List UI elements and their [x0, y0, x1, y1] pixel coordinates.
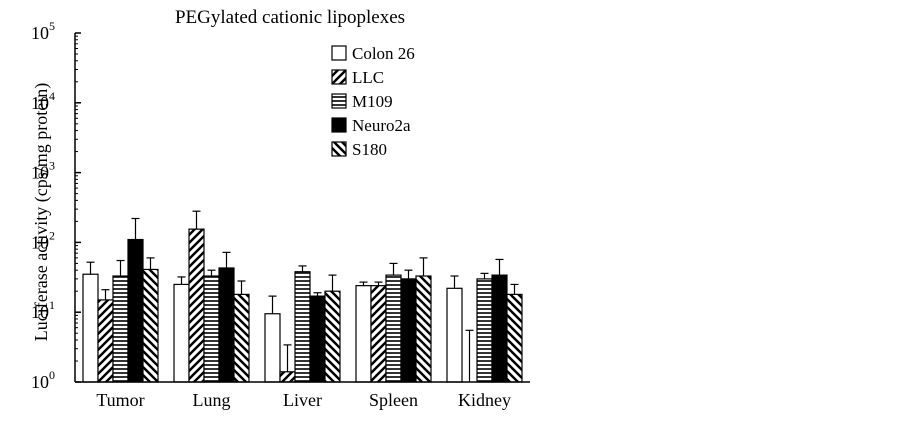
legend-swatch [331, 69, 347, 85]
category-labels: Tumor Lung Liver Spleen Kidney [96, 390, 511, 410]
y-tick-exponent: 3 [49, 159, 55, 173]
y-tick-label: 100 [31, 368, 55, 392]
bar-open [264, 313, 281, 383]
legend-swatch [331, 93, 347, 109]
bar-backdiagonal [142, 268, 159, 383]
x-tick-label: Liver [283, 390, 322, 410]
y-tick-base: 10 [31, 302, 49, 322]
bar-open [355, 285, 372, 383]
bar-horizontal [385, 274, 402, 383]
y-tick-exponent: 2 [49, 228, 55, 242]
y-tick-label: 102 [31, 228, 55, 252]
bar-solid [491, 274, 508, 383]
legend-swatch [331, 141, 347, 157]
bar-backdiagonal [233, 293, 250, 383]
y-axis-label: Luciferase activity (cps/mg protein) [31, 83, 52, 341]
x-tick-label: Tumor [96, 390, 144, 410]
bar-open [446, 287, 463, 383]
bar-horizontal [203, 275, 220, 383]
legend: Colon 26 LLC M109 Neuro2a S180 [331, 44, 415, 159]
legend-label: M109 [352, 92, 393, 111]
y-tick-exponent: 5 [49, 19, 55, 33]
bar-diagonal [188, 228, 205, 383]
y-tick-exponent: 4 [49, 89, 55, 103]
y-tick-label: 104 [31, 89, 55, 113]
bar-solid [400, 278, 417, 383]
bar-horizontal [294, 271, 311, 383]
legend-label: LLC [352, 68, 384, 87]
bar-solid [127, 238, 144, 383]
bar-backdiagonal [415, 275, 432, 383]
bar-horizontal [476, 278, 493, 383]
bar-diagonal [279, 371, 296, 383]
legend-label: S180 [352, 140, 387, 159]
legend-swatch [331, 117, 347, 133]
y-tick-base: 10 [31, 163, 49, 183]
bar-solid [218, 267, 235, 383]
x-tick-label: Spleen [369, 390, 418, 410]
y-tick-label: 101 [31, 298, 55, 322]
bar-backdiagonal [324, 290, 341, 383]
y-tick-base: 10 [31, 232, 49, 252]
y-tick-label: 103 [31, 159, 55, 183]
bar-open [82, 273, 99, 383]
y-tick-exponent: 1 [49, 298, 55, 312]
chart-title: PEGylated cationic lipoplexes [175, 7, 405, 28]
x-tick-label: Lung [193, 390, 231, 410]
x-tick-label: Kidney [458, 390, 511, 410]
y-tick-exponent: 0 [49, 368, 55, 382]
y-tick-label: 105 [31, 19, 55, 43]
y-tick-base: 10 [31, 93, 49, 113]
bar-open [173, 283, 190, 383]
bar-solid [309, 295, 326, 383]
y-tick-base: 10 [31, 372, 49, 392]
legend-label: Colon 26 [352, 44, 415, 63]
bar-diagonal [97, 299, 114, 383]
legend-label: Neuro2a [352, 116, 411, 135]
legend-swatch [331, 45, 347, 61]
bar-diagonal [370, 285, 387, 383]
bar-horizontal [112, 275, 129, 383]
bar-backdiagonal [506, 293, 523, 383]
y-tick-base: 10 [31, 23, 49, 43]
bars-group [82, 210, 523, 383]
